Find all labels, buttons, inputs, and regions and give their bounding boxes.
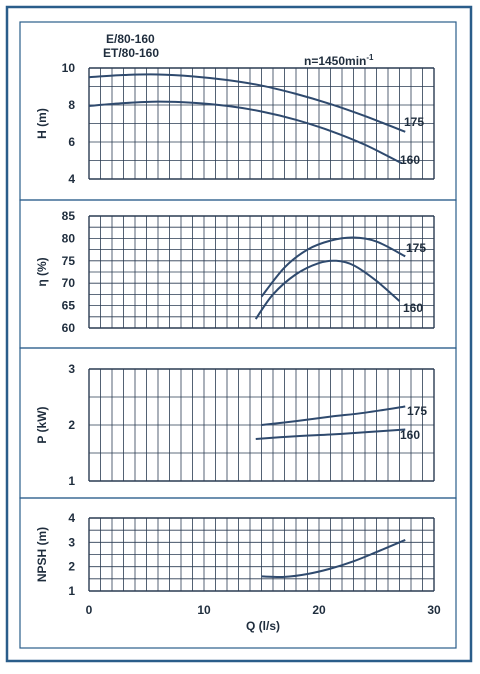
y-tick-label: 60 — [62, 321, 76, 335]
x-tick-label: 30 — [427, 603, 441, 617]
chart-panel-head: 4 6 8 10 H (m) 175 160 — [35, 61, 435, 186]
model-title-et: ET/80-160 — [103, 46, 159, 60]
panel-frame-3 — [19, 347, 457, 499]
x-tick-label: 10 — [197, 603, 211, 617]
chart-panel-power: 1 2 3 P (kW) 175 160 — [35, 362, 435, 488]
speed-label-text: n=1450min — [304, 54, 366, 68]
y-tick-label: 80 — [62, 231, 76, 245]
y-axis-label: η (%) — [35, 257, 49, 286]
y-axis-label: H (m) — [35, 108, 49, 139]
y-tick-label: 4 — [68, 511, 75, 525]
panel-frame-4 — [19, 497, 457, 649]
y-tick-label: 10 — [62, 61, 76, 75]
y-tick-label: 6 — [68, 135, 75, 149]
series-line-175 — [261, 405, 406, 426]
y-tick-label: 3 — [68, 362, 75, 376]
y-tick-label: 2 — [68, 560, 75, 574]
model-title-e: E/80-160 — [106, 32, 155, 46]
y-tick-label: 85 — [62, 209, 76, 223]
y-axis-label: P (kW) — [35, 406, 49, 443]
series-label-160: 160 — [403, 301, 423, 315]
series-label-175: 175 — [407, 404, 427, 418]
series-line-175 — [88, 73, 406, 133]
y-tick-label: 8 — [68, 98, 75, 112]
panel-frame-2 — [19, 199, 457, 349]
y-tick-label: 3 — [68, 535, 75, 549]
series-label-175: 175 — [406, 241, 426, 255]
y-axis-label: NPSH (m) — [35, 527, 49, 582]
y-tick-label: 70 — [62, 276, 76, 290]
speed-label: n=1450min-1 — [304, 53, 374, 68]
y-tick-label: 1 — [68, 584, 75, 598]
series-label-160: 160 — [400, 153, 420, 167]
y-tick-label: 2 — [68, 418, 75, 432]
chart-panel-npsh: 1 2 3 4 NPSH (m) — [35, 511, 435, 598]
series-line-175 — [260, 236, 406, 298]
y-tick-label: 75 — [62, 254, 76, 268]
x-axis-label: Q (l/s) — [246, 619, 280, 633]
series-label-160: 160 — [400, 428, 420, 442]
outer-frame — [5, 5, 473, 663]
series-line-160 — [88, 100, 403, 165]
series-line-npsh — [261, 538, 406, 578]
series-label-175: 175 — [404, 115, 424, 129]
x-tick-label: 20 — [312, 603, 326, 617]
y-tick-label: 4 — [68, 172, 75, 186]
panel-frame-1 — [19, 21, 457, 201]
chart-panel-efficiency: 60 65 70 75 80 85 η (%) 175 160 — [35, 209, 435, 335]
series-line-160 — [255, 428, 406, 440]
y-tick-label: 1 — [68, 474, 75, 488]
x-tick-label: 0 — [86, 603, 93, 617]
y-tick-label: 65 — [62, 299, 76, 313]
series-line-160 — [254, 259, 401, 320]
speed-label-exponent: -1 — [366, 53, 374, 62]
